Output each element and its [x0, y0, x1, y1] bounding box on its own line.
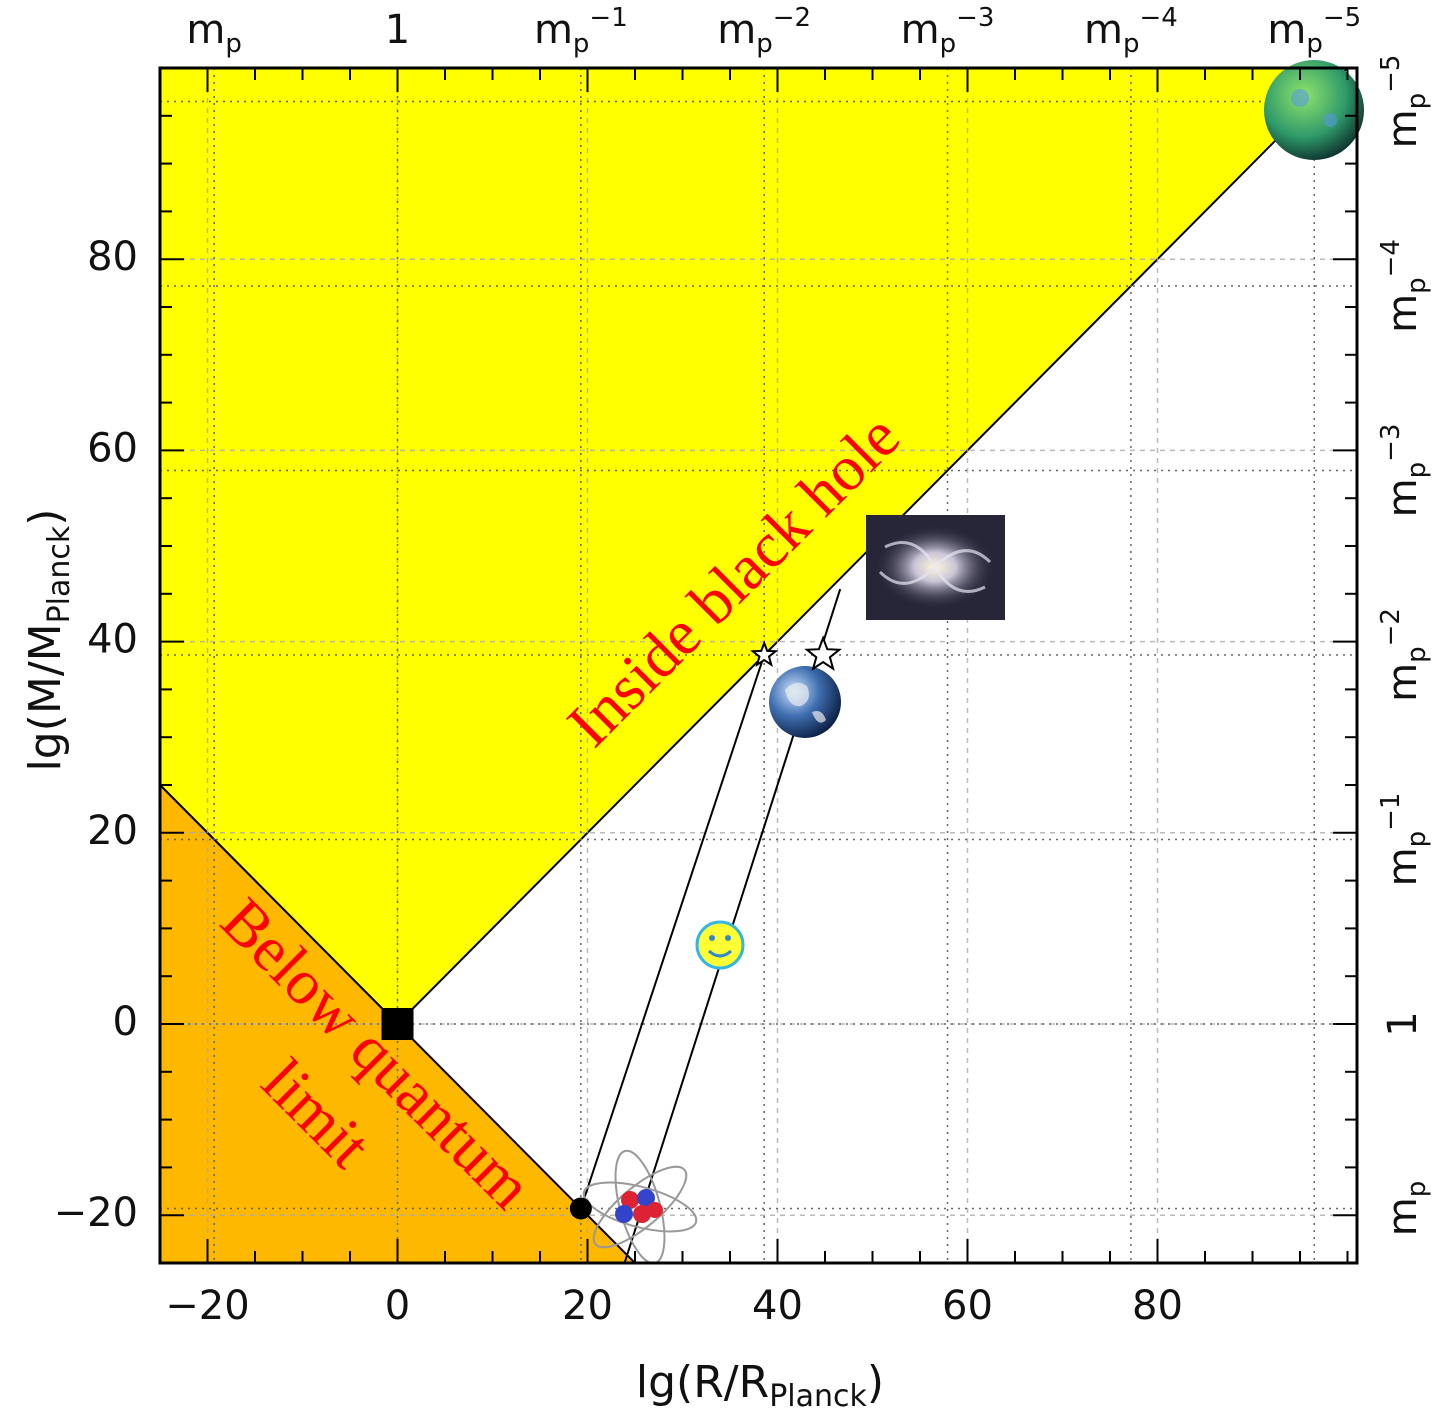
right-tick-label: mp−5 [1376, 55, 1432, 149]
right-tick-label: mp−1 [1376, 793, 1432, 887]
x-axis-title-sub: Planck [769, 1379, 867, 1414]
top-tick-label-sub: p [225, 29, 242, 59]
right-tick-label-sup: −4 [1376, 239, 1406, 277]
right-tick-label-sup: −3 [1376, 424, 1406, 462]
x-tick-label: 40 [752, 1283, 803, 1329]
y-tick-label: −20 [54, 1190, 138, 1236]
right-tick-label: mp−3 [1376, 424, 1432, 518]
top-tick-label-sup: −5 [1323, 3, 1361, 33]
track-line [579, 654, 766, 1209]
y-axis-title-main: lg(M/M [20, 623, 71, 771]
top-tick-label: 1 [385, 7, 410, 53]
y-tick-label: 0 [113, 999, 138, 1045]
top-tick-label-main: m [186, 7, 225, 53]
earth-picture [769, 666, 841, 738]
right-tick-label-main: m [1380, 109, 1426, 148]
top-tick-label-sub: p [573, 29, 590, 59]
y-tick-label: 40 [87, 617, 138, 663]
top-tick-label: mp−5 [1267, 3, 1361, 59]
marker-star [750, 640, 779, 668]
top-tick-label-sub: p [1306, 29, 1323, 59]
x-tick-label: 60 [942, 1283, 993, 1329]
illustrations [582, 60, 1364, 1265]
right-tick-label: mp [1380, 1181, 1432, 1236]
y-tick-label: 60 [87, 425, 138, 471]
right-tick-label: 1 [1380, 1011, 1426, 1036]
top-tick-label: mp−2 [717, 3, 811, 59]
top-tick-label-main: m [1084, 7, 1123, 53]
top-tick-label-sub: p [940, 29, 957, 59]
x-tick-label: 20 [562, 1283, 613, 1329]
right-tick-label-main: m [1380, 294, 1426, 333]
top-tick-label-main: 1 [385, 7, 410, 53]
top-tick-label: mp−1 [534, 3, 628, 59]
top-tick-label: mp [186, 7, 241, 59]
top-tick-label-sup: −4 [1139, 3, 1177, 33]
y-axis-title-end: ) [20, 509, 71, 526]
top-tick-label-sup: −1 [589, 3, 627, 33]
x-axis-title-end: ) [867, 1357, 884, 1408]
top-tick-label-sup: −3 [956, 3, 994, 33]
right-tick-label-sub: p [1402, 93, 1432, 110]
y-axis-title: lg(M/MPlanck) [20, 509, 77, 772]
y-axis-title-sub: Planck [42, 525, 77, 623]
right-tick-label-main: m [1380, 663, 1426, 702]
x-tick-label: −20 [165, 1283, 249, 1329]
right-tick-label-sup: −2 [1376, 608, 1406, 646]
x-axis-title-main: lg(R/R [636, 1357, 769, 1408]
marker-square [381, 1008, 414, 1040]
right-tick-label-main: 1 [1380, 1011, 1426, 1036]
top-tick-label-main: m [717, 7, 756, 53]
plot-frame [158, 66, 1359, 1265]
right-tick-label: mp−4 [1376, 239, 1432, 333]
right-tick-label-main: m [1380, 1197, 1426, 1236]
atom-picture [582, 1149, 698, 1265]
right-tick-label-sub: p [1402, 277, 1432, 294]
top-tick-label-main: m [1267, 7, 1306, 53]
top-tick-label-sub: p [1123, 29, 1140, 59]
top-tick-label: mp−4 [1084, 3, 1178, 59]
right-tick-label: mp−2 [1376, 608, 1432, 702]
top-tick-label: mp−3 [901, 3, 995, 59]
marker-dot [569, 1197, 592, 1220]
x-tick-label: 0 [385, 1283, 410, 1329]
x-axis-title: lg(R/RPlanck) [636, 1357, 884, 1414]
y-tick-label: 20 [87, 808, 138, 854]
top-tick-label-sub: p [756, 29, 773, 59]
top-tick-label-main: m [534, 7, 573, 53]
right-tick-label-main: m [1380, 847, 1426, 886]
right-tick-label-sup: −5 [1376, 55, 1406, 93]
right-tick-label-main: m [1380, 478, 1426, 517]
right-tick-label-sub: p [1402, 831, 1432, 848]
x-tick-label: 80 [1132, 1283, 1183, 1329]
galaxy-picture [866, 515, 1005, 620]
right-tick-label-sup: −1 [1376, 793, 1406, 831]
top-tick-label-sup: −2 [773, 3, 811, 33]
right-tick-label-sub: p [1402, 462, 1432, 479]
y-tick-label: 80 [87, 234, 138, 280]
cmb-sphere-picture [1264, 60, 1364, 160]
right-tick-label-sub: p [1402, 1181, 1432, 1198]
smiley-picture [695, 920, 745, 970]
right-tick-label-sub: p [1402, 646, 1432, 663]
top-tick-label-main: m [901, 7, 940, 53]
marker-star [804, 635, 842, 672]
